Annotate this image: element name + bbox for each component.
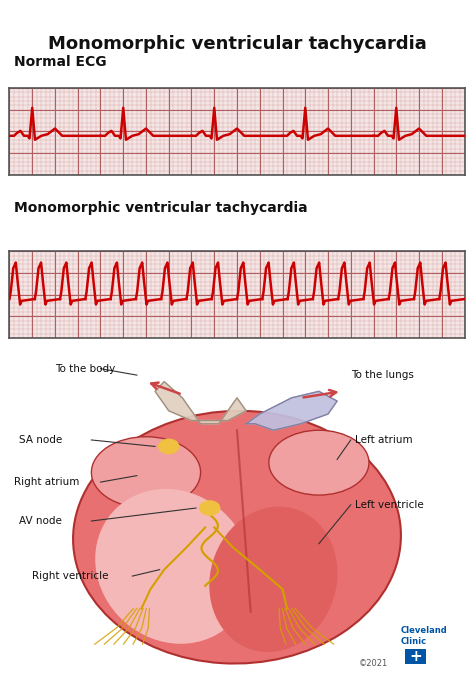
Text: +: + — [409, 649, 422, 664]
Text: Monomorphic ventricular tachycardia: Monomorphic ventricular tachycardia — [47, 35, 427, 53]
Text: ©2021: ©2021 — [359, 659, 388, 668]
Ellipse shape — [210, 507, 337, 652]
Circle shape — [159, 439, 179, 454]
Ellipse shape — [95, 489, 251, 644]
Text: Left ventricle: Left ventricle — [356, 500, 424, 510]
FancyBboxPatch shape — [405, 649, 426, 664]
Text: To the lungs: To the lungs — [351, 370, 414, 380]
Text: Normal ECG: Normal ECG — [14, 55, 107, 69]
Text: Left atrium: Left atrium — [356, 435, 413, 445]
Text: Right atrium: Right atrium — [14, 477, 80, 487]
Text: SA node: SA node — [18, 435, 62, 445]
Text: Cleveland
Clinic: Cleveland Clinic — [401, 626, 447, 646]
Ellipse shape — [269, 430, 369, 495]
Text: Monomorphic ventricular tachycardia: Monomorphic ventricular tachycardia — [14, 201, 308, 215]
Ellipse shape — [73, 411, 401, 664]
Circle shape — [200, 501, 220, 515]
Text: To the body: To the body — [55, 364, 115, 374]
Text: AV node: AV node — [18, 516, 62, 526]
Text: Right ventricle: Right ventricle — [32, 571, 109, 581]
Polygon shape — [155, 382, 246, 424]
Polygon shape — [246, 391, 337, 430]
Ellipse shape — [91, 437, 201, 508]
